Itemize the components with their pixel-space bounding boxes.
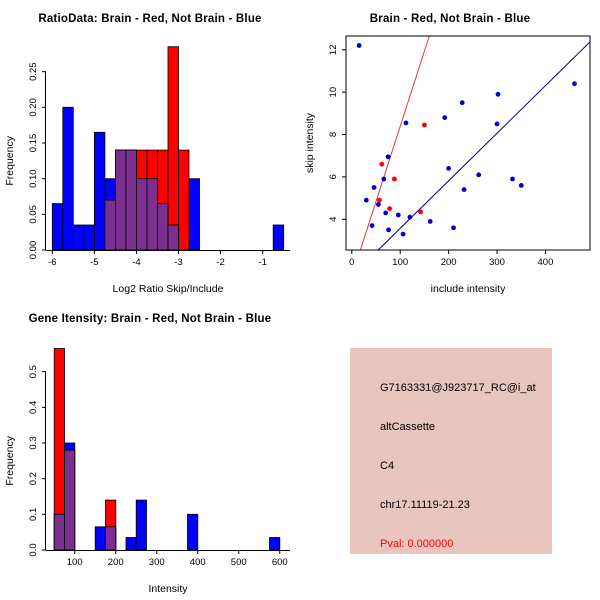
panel-ratio-histogram: RatioData: Brain - Red, Not Brain - Blue… bbox=[0, 0, 300, 300]
gene-intensity-histogram-plot: 100 200 300 400 500 600 0.0 0.1 0.2 0.3 0.4 0.5 Inte… bbox=[4, 348, 290, 595]
svg-text:Log2 Ratio Skip/Include: Log2 Ratio Skip/Include bbox=[113, 283, 224, 295]
intensity-scatter-title: Brain - Red, Not Brain - Blue bbox=[369, 13, 531, 25]
svg-text:10: 10 bbox=[328, 87, 339, 98]
gene-info-box: G7163331@J923717_RC@i_at altCassette C4 … bbox=[350, 348, 552, 554]
svg-text:300: 300 bbox=[149, 557, 165, 568]
pval-text: Pval: 0.000000 bbox=[380, 538, 454, 550]
svg-text:12: 12 bbox=[328, 44, 339, 55]
svg-text:-5: -5 bbox=[90, 257, 98, 268]
ratio-histogram-plot: -6 -5 -4 -3 -2 -1 0.00 0.05 0.10 0.15 0.20 0.25 Log2… bbox=[4, 46, 290, 295]
svg-text:0.15: 0.15 bbox=[28, 134, 39, 153]
svg-text:0.00: 0.00 bbox=[28, 241, 39, 260]
svg-text:100: 100 bbox=[67, 557, 83, 568]
svg-text:skip intensity: skip intensity bbox=[304, 112, 316, 173]
panel-gene-info: G7163331@J923717_RC@i_at altCassette C4 … bbox=[300, 300, 600, 600]
svg-text:0.05: 0.05 bbox=[28, 205, 39, 224]
panel-gene-intensity-histogram: Gene Itensity: Brain - Red, Not Brain - … bbox=[0, 300, 300, 600]
svg-text:100: 100 bbox=[392, 257, 408, 268]
svg-text:0.4: 0.4 bbox=[28, 401, 39, 414]
svg-text:4: 4 bbox=[328, 217, 339, 222]
probe-id-text: G7163331@J923717_RC@i_at bbox=[380, 382, 536, 394]
svg-text:0.0: 0.0 bbox=[28, 543, 39, 556]
panel-intensity-scatter: Brain - Red, Not Brain - Blue 0 100 200 300… bbox=[300, 0, 600, 300]
cassette-id-text: C4 bbox=[380, 460, 395, 472]
svg-text:include intensity: include intensity bbox=[431, 283, 506, 295]
svg-text:Frequency: Frequency bbox=[4, 435, 16, 485]
svg-text:500: 500 bbox=[231, 557, 247, 568]
gene-intensity-histogram-title: Gene Itensity: Brain - Red, Not Brain - … bbox=[28, 313, 272, 325]
svg-text:0.20: 0.20 bbox=[28, 98, 39, 117]
svg-text:-4: -4 bbox=[132, 257, 140, 268]
svg-text:Intensity: Intensity bbox=[148, 583, 188, 595]
svg-text:-2: -2 bbox=[216, 257, 224, 268]
svg-text:-6: -6 bbox=[48, 257, 56, 268]
svg-text:8: 8 bbox=[328, 132, 339, 137]
svg-text:0.3: 0.3 bbox=[28, 436, 39, 449]
svg-text:Frequency: Frequency bbox=[4, 135, 16, 185]
svg-text:0.10: 0.10 bbox=[28, 169, 39, 188]
svg-text:300: 300 bbox=[489, 257, 505, 268]
svg-text:0.25: 0.25 bbox=[28, 62, 39, 81]
svg-text:0.5: 0.5 bbox=[28, 365, 39, 378]
svg-text:200: 200 bbox=[108, 557, 124, 568]
svg-text:0: 0 bbox=[349, 257, 354, 268]
svg-text:6: 6 bbox=[328, 174, 339, 179]
svg-text:-3: -3 bbox=[174, 257, 182, 268]
svg-text:-1: -1 bbox=[258, 257, 266, 268]
svg-text:0.1: 0.1 bbox=[28, 508, 39, 521]
ratio-histogram-title: RatioData: Brain - Red, Not Brain - Blue bbox=[38, 13, 262, 25]
svg-text:0.2: 0.2 bbox=[28, 472, 39, 485]
splice-event-type-text: altCassette bbox=[380, 421, 436, 433]
svg-text:400: 400 bbox=[190, 557, 206, 568]
chromosome-location-text: chr17.11119-21.23 bbox=[380, 499, 470, 511]
svg-text:600: 600 bbox=[272, 557, 288, 568]
intensity-scatter-plot: 0 100 200 300 400 4 6 8 10 12 include intensity ski… bbox=[304, 35, 591, 295]
svg-text:200: 200 bbox=[441, 257, 457, 268]
svg-text:400: 400 bbox=[538, 257, 554, 268]
